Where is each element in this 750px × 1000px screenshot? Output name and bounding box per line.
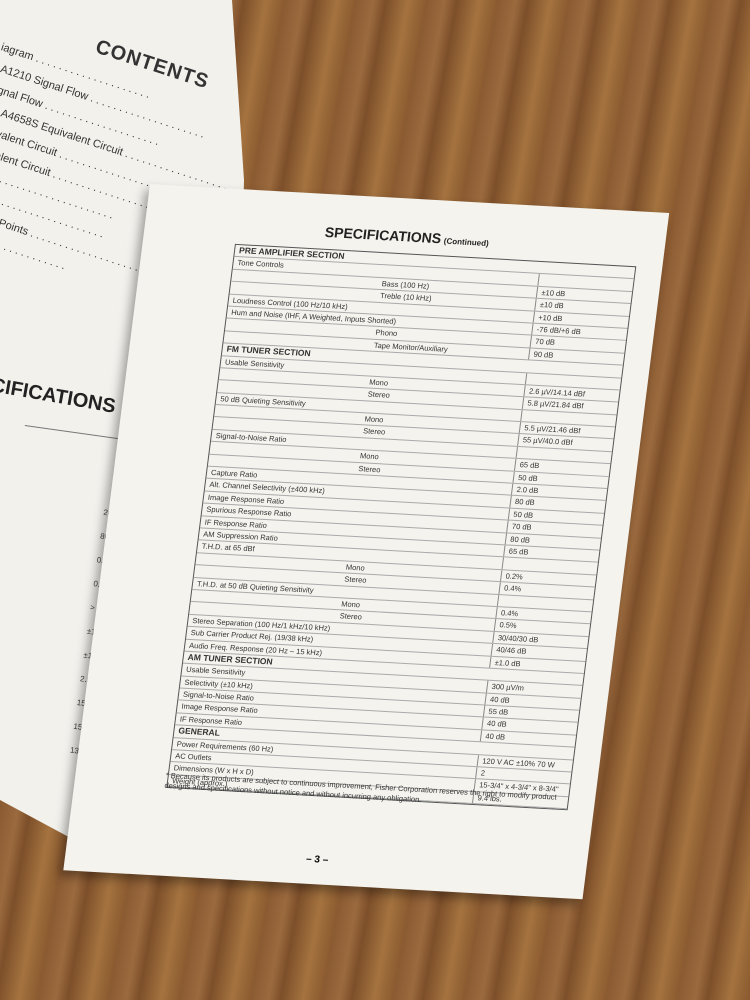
subtitle: (Continued) xyxy=(443,236,490,248)
left-heading: CIFICATIONS xyxy=(0,374,118,418)
page-number: – 3 – xyxy=(305,853,329,866)
right-page: SPECIFICATIONS(Continued) PRE AMPLIFIER … xyxy=(63,184,670,900)
page-title: SPECIFICATIONS(Continued) xyxy=(324,224,490,249)
title: SPECIFICATIONS xyxy=(323,223,443,247)
spec-table: PRE AMPLIFIER SECTION Tone Controls Bass (… xyxy=(166,243,637,811)
contents: CONTENTS iagramLA1210 Signal FlowSignal … xyxy=(0,0,244,238)
